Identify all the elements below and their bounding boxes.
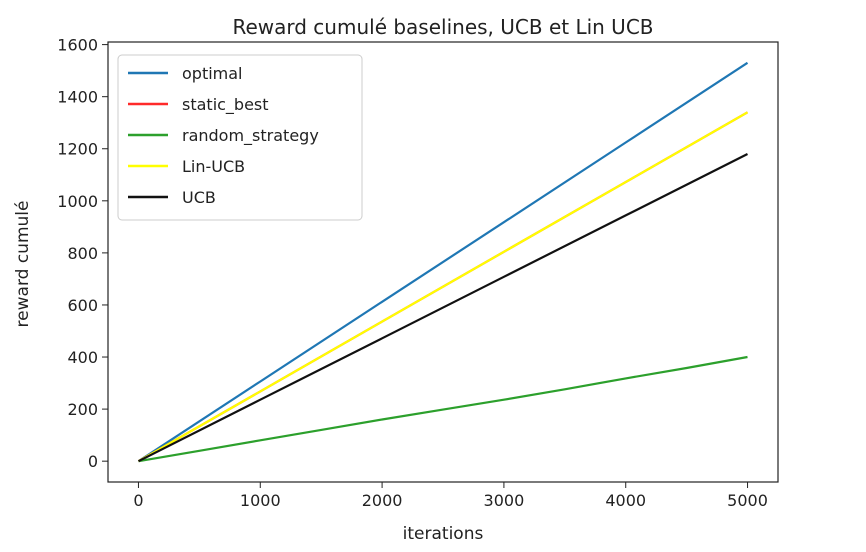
chart-title: Reward cumulé baselines, UCB et Lin UCB xyxy=(232,15,653,39)
legend-label: optimal xyxy=(182,64,243,83)
x-tick-label: 2000 xyxy=(362,491,403,510)
legend-box xyxy=(117,54,363,221)
legend-label: UCB xyxy=(182,188,216,207)
series-line-random-strategy xyxy=(138,355,748,463)
plot-frame xyxy=(107,41,779,483)
y-tick-label: 1200 xyxy=(57,140,98,159)
x-tick-label: 3000 xyxy=(484,491,525,510)
y-tick-label: 400 xyxy=(67,348,98,367)
series-line-lin-ucb xyxy=(137,111,749,463)
x-tick-label: 1000 xyxy=(240,491,281,510)
x-tick-label: 0 xyxy=(133,491,143,510)
legend-label: Lin-UCB xyxy=(182,157,245,176)
x-tick-label: 5000 xyxy=(727,491,768,510)
y-tick-label: 1600 xyxy=(57,36,98,55)
y-axis-title: reward cumulé xyxy=(13,201,33,328)
y-tick-label: 1400 xyxy=(57,88,98,107)
plot-area: 0 1000 2000 3000 4000 5000 0 200 400 600 800 1000 12… xyxy=(57,36,779,510)
series-line-ucb xyxy=(138,153,748,463)
series-line-optimal xyxy=(137,61,749,463)
legend: optimal static_best random_strategy Lin-UCB… xyxy=(117,54,363,221)
x-tick-label: 4000 xyxy=(605,491,646,510)
y-tick-label: 200 xyxy=(67,400,98,419)
y-tick-label: 0 xyxy=(88,452,98,471)
y-tick-label: 1000 xyxy=(57,192,98,211)
legend-label: static_best xyxy=(182,95,269,115)
series-layer xyxy=(137,61,749,463)
legend-label: random_strategy xyxy=(182,126,319,146)
y-tick-label: 600 xyxy=(67,296,98,315)
x-axis-title: iterations xyxy=(403,524,484,544)
y-tick-label: 800 xyxy=(67,244,98,263)
